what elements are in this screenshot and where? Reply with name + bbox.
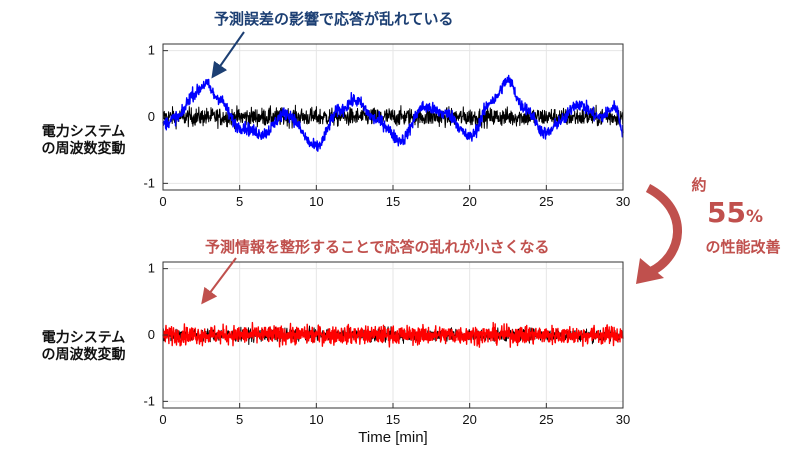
bottom-xtick-label: 20 xyxy=(462,412,476,427)
top-xtick-label: 20 xyxy=(462,194,476,209)
bottom-annotation: 予測情報を整形することで応答の乱れが小さくなる xyxy=(205,238,550,256)
bottom-ylabel-line1: 電力システム xyxy=(41,330,126,346)
improvement-curved-arrow xyxy=(645,184,682,277)
improvement-arrow-head xyxy=(636,258,664,284)
top-ylabel-line2: の周波数変動 xyxy=(41,141,126,157)
top-xtick-label: 30 xyxy=(616,194,630,209)
top-ylabel: 電力システム の周波数変動 xyxy=(26,124,141,158)
improvement-number: 55 xyxy=(706,196,746,229)
bottom-ylabel-line2: の周波数変動 xyxy=(41,347,126,363)
improvement-pre: 約 xyxy=(691,176,707,194)
top-xtick-label: 0 xyxy=(159,194,166,209)
top-ytick-label: 1 xyxy=(148,43,155,58)
bottom-xtick-label: 15 xyxy=(386,412,400,427)
improvement-unit: % xyxy=(745,207,763,227)
bottom-xtick-label: 0 xyxy=(159,412,166,427)
bottom-annotation-arrow xyxy=(201,257,237,305)
top-annotation: 予測誤差の影響で応答が乱れている xyxy=(214,10,454,28)
improvement-value: 55% xyxy=(690,196,780,229)
bottom-red-series-line xyxy=(162,321,624,348)
top-blue-series-line xyxy=(162,74,624,152)
top-xtick-label: 25 xyxy=(539,194,553,209)
top-ytick-label: -1 xyxy=(143,175,155,190)
top-ytick-label: 0 xyxy=(148,109,155,124)
bottom-plot: 0 5 10 15 20 25 30 -1 0 1 Time [min] xyxy=(143,261,630,446)
bottom-ytick-label: -1 xyxy=(143,393,155,408)
top-ylabel-line1: 電力システム xyxy=(41,124,126,140)
top-xtick-label: 5 xyxy=(236,194,243,209)
top-black-series-line xyxy=(162,104,624,130)
bottom-xtick-label: 5 xyxy=(236,412,243,427)
bottom-xtick-label: 10 xyxy=(309,412,323,427)
bottom-ytick-label: 0 xyxy=(148,327,155,342)
top-xtick-label: 10 xyxy=(309,194,323,209)
bottom-xlabel: Time [min] xyxy=(358,429,427,446)
top-plot: 0 5 10 15 20 25 30 -1 0 1 xyxy=(143,43,630,209)
top-annotation-arrow xyxy=(211,31,245,79)
bottom-ytick-label: 1 xyxy=(148,261,155,276)
bottom-xtick-label: 30 xyxy=(616,412,630,427)
improvement-post: の性能改善 xyxy=(705,238,781,256)
top-xtick-label: 15 xyxy=(386,194,400,209)
bottom-ylabel: 電力システム の周波数変動 xyxy=(26,330,141,364)
bottom-xtick-label: 25 xyxy=(539,412,553,427)
